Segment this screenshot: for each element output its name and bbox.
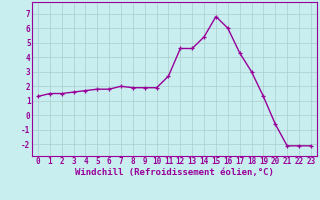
X-axis label: Windchill (Refroidissement éolien,°C): Windchill (Refroidissement éolien,°C) bbox=[75, 168, 274, 177]
